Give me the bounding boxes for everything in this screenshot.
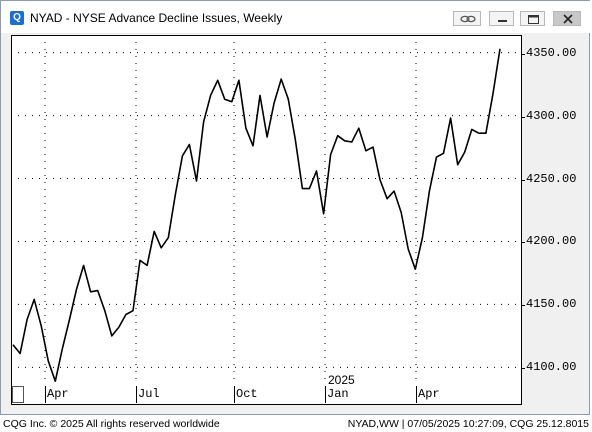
x-tick-label: Jul xyxy=(138,387,160,401)
minimize-icon xyxy=(498,20,507,22)
x-tick-mark xyxy=(416,386,417,403)
status-bar: CQG Inc. © 2025 All rights reserved worl… xyxy=(0,416,592,432)
x-tick-mark xyxy=(325,386,326,403)
y-tick-mark xyxy=(522,242,525,244)
corner-box[interactable] xyxy=(12,386,24,403)
maximize-icon xyxy=(528,15,539,24)
x-tick-mark xyxy=(45,386,46,403)
y-tick-mark xyxy=(522,179,525,181)
y-tick-label: 4200.00 xyxy=(526,234,577,249)
price-chart xyxy=(11,35,520,385)
year-marker-label: 2025 xyxy=(328,373,355,387)
x-tick-label: Apr xyxy=(418,387,440,401)
x-tick-label: Apr xyxy=(47,387,69,401)
y-tick-label: 4300.00 xyxy=(526,108,577,123)
close-icon xyxy=(563,14,573,24)
minimize-button[interactable] xyxy=(489,11,514,26)
maximize-button[interactable] xyxy=(520,11,545,26)
window-title: NYAD - NYSE Advance Decline Issues, Week… xyxy=(30,11,283,25)
y-tick-mark xyxy=(522,305,525,307)
link-button[interactable] xyxy=(453,11,481,26)
x-tick-mark xyxy=(234,386,235,403)
y-tick-mark xyxy=(522,116,525,118)
series-line xyxy=(12,48,501,383)
title-bar[interactable]: Q NYAD - NYSE Advance Decline Issues, We… xyxy=(1,1,591,33)
x-tick-label: Oct xyxy=(236,387,258,401)
y-axis-panel: 4350.00 4300.00 4250.00 4200.00 4150.00 4100.… xyxy=(522,35,583,387)
y-tick-label: 4250.00 xyxy=(526,171,577,186)
x-tick-mark xyxy=(136,386,137,403)
copyright-text: CQG Inc. © 2025 All rights reserved worl… xyxy=(3,418,220,430)
chart-window: Q NYAD - NYSE Advance Decline Issues, We… xyxy=(0,0,591,415)
y-tick-mark xyxy=(522,368,525,370)
y-tick-mark xyxy=(522,53,525,55)
y-tick-label: 4100.00 xyxy=(526,360,577,375)
y-tick-label: 4350.00 xyxy=(526,45,577,60)
app-icon: Q xyxy=(10,11,24,25)
close-button[interactable] xyxy=(553,11,581,26)
chart-plot-area[interactable] xyxy=(11,35,522,405)
x-tick-label: Jan xyxy=(327,387,349,401)
link-icon xyxy=(460,15,476,23)
y-tick-label: 4150.00 xyxy=(526,297,577,312)
symbol-info-text: NYAD,WW | 07/05/2025 10:27:09, CQG 25.12… xyxy=(347,418,589,430)
